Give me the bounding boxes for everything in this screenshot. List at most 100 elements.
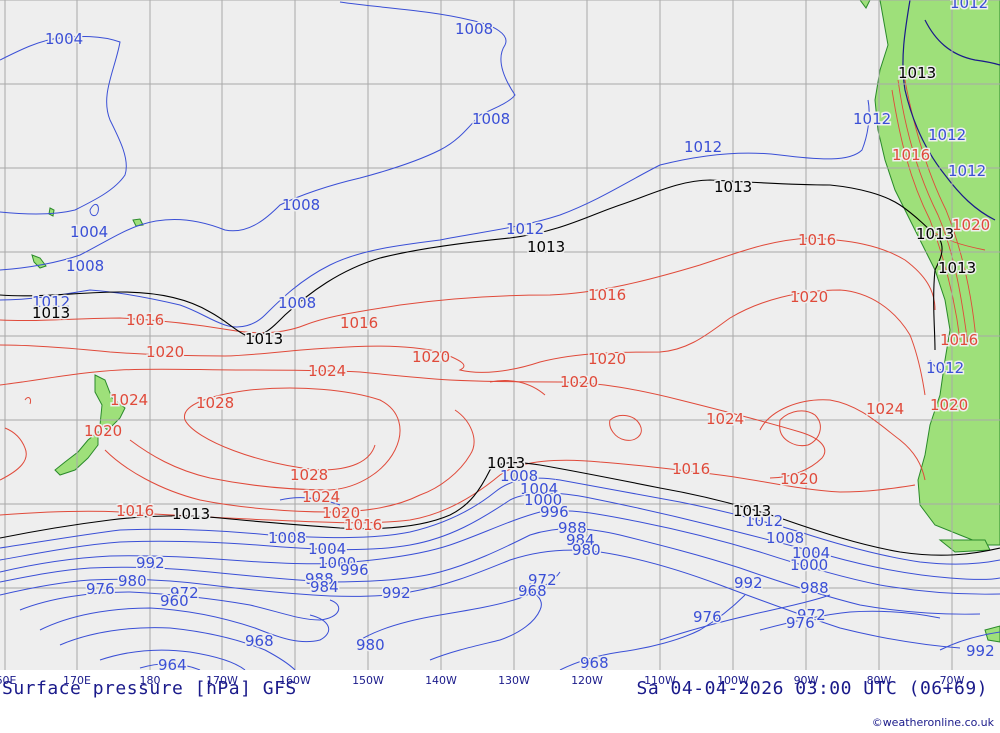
label-1008: 1008 [766, 529, 804, 547]
label-1012: 1012 [950, 0, 988, 12]
label-1012: 1012 [684, 138, 722, 156]
label-1020: 1020 [560, 373, 598, 391]
island-vanuatu [48, 207, 55, 217]
label-1020: 1020 [780, 470, 818, 488]
label-1013: 1013 [938, 259, 976, 277]
label-1016: 1016 [798, 231, 836, 249]
label-976: 976 [693, 608, 722, 626]
label-1013: 1013 [527, 238, 565, 256]
label-988: 988 [800, 579, 829, 597]
label-1004: 1004 [45, 30, 83, 48]
label-1013: 1013 [898, 64, 936, 82]
label-1016: 1016 [126, 311, 164, 329]
south-america-landmass [874, 0, 1000, 546]
label-968: 968 [580, 654, 609, 670]
label-972: 972 [797, 606, 826, 624]
label-1020: 1020 [930, 396, 968, 414]
blue-isobars-south [0, 477, 1000, 670]
blue-isobars-north [0, 1, 961, 374]
label-1012: 1012 [928, 126, 966, 144]
label-1000: 1000 [524, 491, 562, 509]
tick-70w: 70W [939, 674, 965, 687]
new-zealand-north-island [94, 374, 126, 431]
label-960: 960 [160, 592, 189, 610]
label-972: 972 [528, 571, 557, 589]
tick-80w: 80W [866, 674, 892, 687]
falklands [984, 625, 1000, 643]
pressure-map: 1004 1008 1008 1008 1012 1012 1004 1008 … [0, 0, 1000, 670]
island-tonga [132, 218, 144, 227]
label-1024: 1024 [302, 488, 340, 506]
label-1012: 1012 [745, 512, 783, 530]
label-1012: 1008 [278, 294, 316, 312]
label-1008: 1008 [455, 20, 493, 38]
label-964: 964 [158, 656, 187, 670]
tick-160w: 160W [279, 674, 311, 687]
label-1013: 1013 [714, 178, 752, 196]
label-1013: 1013 [733, 502, 771, 520]
label-1016: 1016 [340, 314, 378, 332]
label-984: 984 [310, 578, 339, 596]
tick-170e: 170E [63, 674, 91, 687]
label-1024: 1024 [110, 391, 148, 409]
credit-link[interactable]: ©weatheronline.co.uk [871, 716, 994, 729]
red-isobars [0, 237, 936, 524]
label-1028: 1028 [290, 466, 328, 484]
tick-180: 180 [139, 674, 161, 687]
label-992: 992 [966, 642, 995, 660]
label-1016: 1016 [588, 286, 626, 304]
label-1020: 1020 [146, 343, 184, 361]
label-1012: 1012 [853, 110, 891, 128]
label-1024: 1024 [706, 410, 744, 428]
label-1008: 1008 [500, 467, 538, 485]
land-low-contours [902, 0, 1000, 221]
longitude-axis: 60E 170E 180 170W 160W 150W 140W 130W 12… [0, 670, 1000, 687]
label-976: 976 [786, 614, 815, 632]
isobar-labels: 1004 1008 1008 1008 1012 1012 1004 1008 … [31, 0, 997, 670]
tick-90w: 90W [793, 674, 819, 687]
label-1004: 1004 [70, 223, 108, 241]
label-988: 988 [558, 519, 587, 537]
valid-time: Sa 04-04-2026 03:00 UTC (06+69) [636, 678, 988, 699]
label-1013: 1013 [245, 330, 283, 348]
label-988: 988 [305, 570, 334, 588]
label-1004: 1004 [792, 544, 830, 562]
label-1012: 1012 [32, 293, 70, 311]
label-1020: 1020 [588, 350, 626, 368]
label-1012: 1012 [506, 220, 544, 238]
tick-130w: 130W [498, 674, 530, 687]
label-1004: 1004 [308, 540, 346, 558]
tick-170w: 170W [206, 674, 238, 687]
label-1008: 1008 [472, 110, 510, 128]
label-1008: 1008 [268, 529, 306, 547]
tick-110w: 110W [644, 674, 676, 687]
label-1016: 1016 [892, 146, 930, 164]
map-title: Surface pressure [hPa] GFS [2, 678, 297, 699]
label-1020: 1020 [412, 348, 450, 366]
label-980: 980 [118, 572, 147, 590]
label-980: 980 [356, 636, 385, 654]
label-1004: 1004 [520, 480, 558, 498]
label-1016: 1016 [116, 502, 154, 520]
label-1012: 1012 [926, 359, 964, 377]
label-1024: 1024 [866, 400, 904, 418]
label-1013: 1013 [916, 225, 954, 243]
ocean-background [0, 0, 1000, 670]
label-1020: 1020 [322, 504, 360, 522]
label-972: 972 [170, 584, 199, 602]
label-968: 968 [518, 582, 547, 600]
label-1020: 1020 [84, 422, 122, 440]
label-980: 980 [572, 541, 601, 559]
label-1024: 1024 [308, 362, 346, 380]
label-996: 996 [540, 503, 569, 521]
label-992: 992 [382, 584, 411, 602]
reference-isobars [0, 179, 1000, 556]
map-footer: 60E 170E 180 170W 160W 150W 140W 130W 12… [0, 670, 1000, 733]
label-976: 976 [86, 580, 115, 598]
label-1016: 1016 [672, 460, 710, 478]
label-1008: 1008 [282, 196, 320, 214]
label-992: 992 [136, 554, 165, 572]
label-1013: 1013 [32, 304, 70, 322]
label-1000: 1000 [790, 556, 828, 574]
label-1013: 1013 [487, 454, 525, 472]
